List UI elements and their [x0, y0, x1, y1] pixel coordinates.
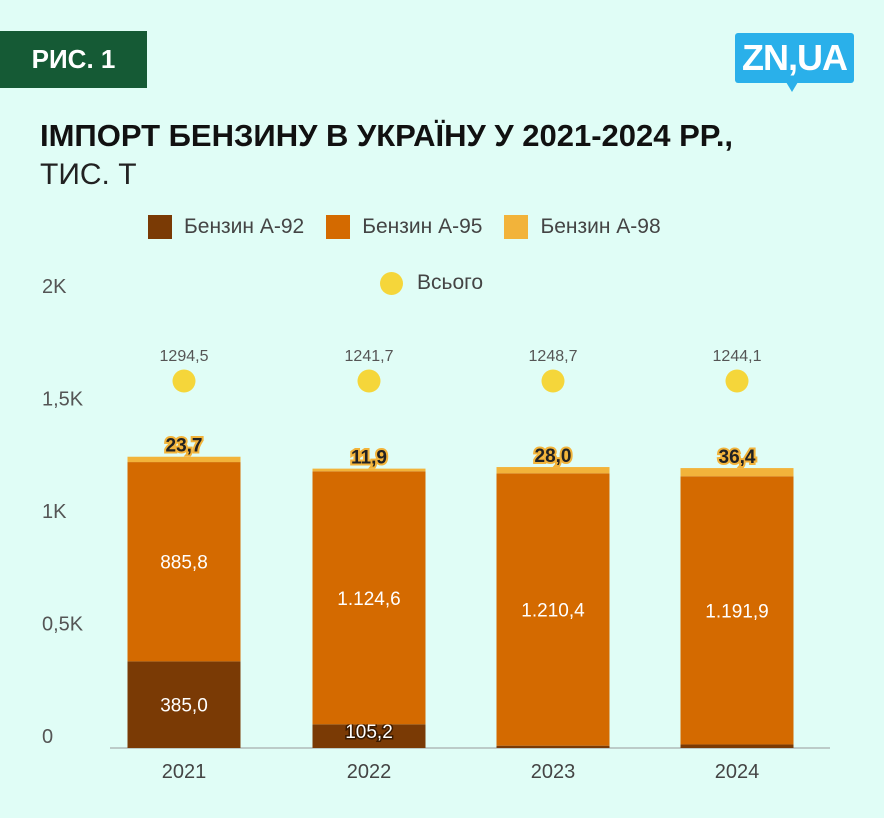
- bar-segment: [680, 476, 794, 745]
- bar-segment: [680, 468, 794, 477]
- legend-item-a98: Бензин А-98: [504, 215, 661, 239]
- legend-item-a95: Бензин А-95: [326, 215, 482, 239]
- y-tick-label: 2K: [42, 276, 67, 298]
- bar-segment: [680, 744, 794, 748]
- data-label: 28,0: [535, 446, 572, 467]
- y-tick-label: 1K: [42, 501, 67, 523]
- bar-segment: [127, 661, 241, 748]
- bar-segment: [496, 745, 610, 748]
- bar-segment: [127, 462, 241, 662]
- data-label: 1.124,6: [337, 589, 400, 610]
- bar-segment: [496, 467, 610, 474]
- total-label: 1241,7: [345, 348, 394, 365]
- y-tick-label: 1,5K: [42, 389, 84, 411]
- x-tick-label: 2024: [715, 761, 760, 783]
- bar-segment: [496, 473, 610, 746]
- data-label: 1.191,9: [705, 601, 768, 622]
- data-label: 23,7: [166, 436, 203, 457]
- total-label: 1244,1: [713, 348, 762, 365]
- data-label: 1.210,4: [521, 601, 585, 622]
- x-tick-label: 2021: [162, 761, 207, 783]
- x-tick-label: 2022: [347, 761, 392, 783]
- znua-logo: ZN,UA: [735, 33, 854, 83]
- legend-dot: [380, 271, 403, 295]
- data-label: 11,9: [351, 448, 387, 469]
- legend-label: Бензин А-98: [540, 215, 661, 238]
- legend: Бензин А-92 Бензин А-95 Бензин А-98: [148, 215, 661, 239]
- figure-badge: РИС. 1: [0, 31, 147, 88]
- y-tick-label: 0,5K: [42, 614, 84, 636]
- chart-subtitle: ТИС. Т: [40, 158, 137, 191]
- legend-label: Бензин А-95: [362, 215, 483, 238]
- legend-swatch: [326, 215, 351, 239]
- y-tick-label: 0: [42, 726, 53, 748]
- total-dot: [172, 369, 196, 393]
- total-dot: [725, 369, 749, 393]
- legend-swatch: [148, 215, 172, 239]
- data-label: 36,4: [719, 447, 756, 468]
- data-label: 885,8: [160, 553, 208, 574]
- bar-segment: [312, 471, 426, 725]
- data-label: 105,2: [345, 722, 393, 743]
- total-label: 1294,5: [160, 348, 209, 365]
- x-tick-label: 2023: [531, 761, 576, 783]
- data-label: 385,0: [160, 696, 208, 717]
- total-dot: [541, 369, 565, 393]
- legend-item-total: Всього: [380, 271, 483, 295]
- chart-title: ІМПОРТ БЕНЗИНУ В УКРАЇНУ У 2021-2024 РР.…: [40, 118, 734, 153]
- bar-segment: [127, 456, 241, 463]
- logo-tail-icon: [786, 82, 798, 92]
- legend-item-a92: Бензин А-92: [148, 215, 304, 239]
- total-label: 1248,7: [529, 348, 578, 365]
- legend-swatch: [504, 215, 529, 239]
- bar-segment: [312, 724, 426, 748]
- total-dot: [357, 369, 381, 393]
- legend-label: Всього: [417, 271, 484, 294]
- bar-segment: [312, 468, 426, 472]
- legend-label: Бензин А-92: [184, 215, 305, 238]
